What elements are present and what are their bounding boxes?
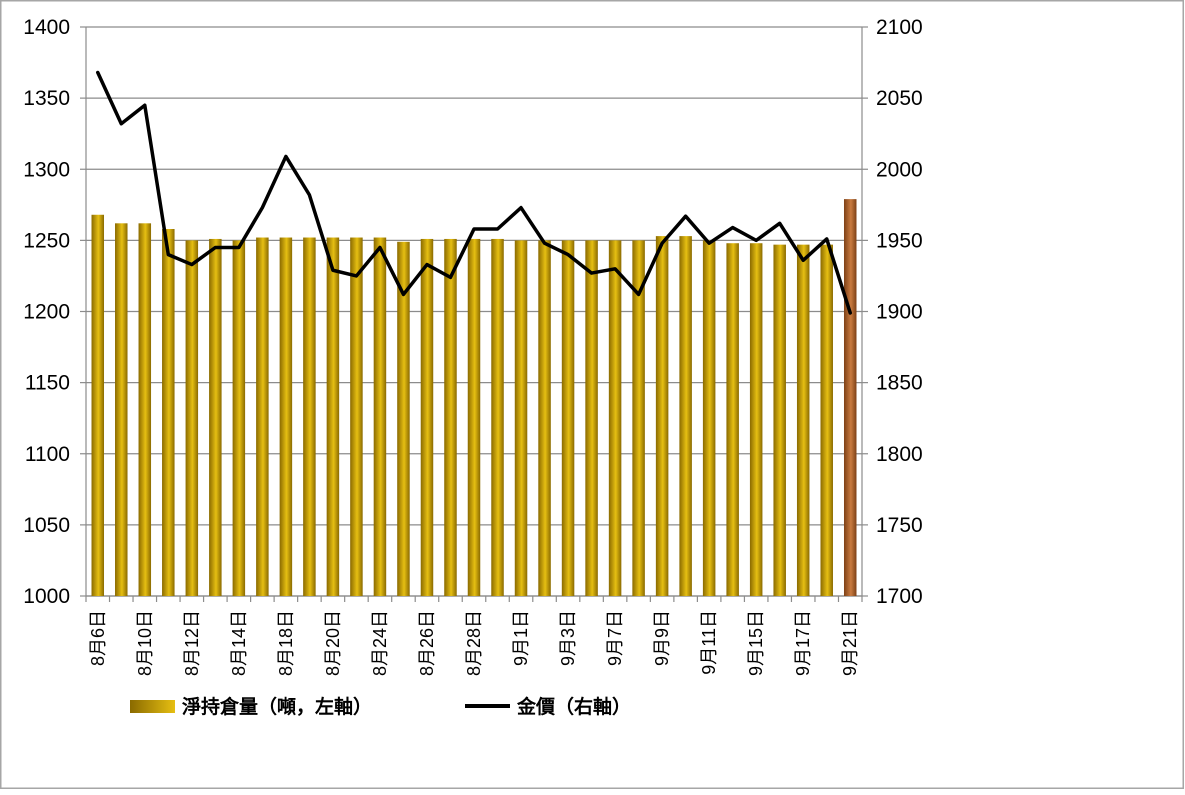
legend-item-holdings: 淨持倉量（噸，左軸） <box>130 695 372 718</box>
left-axis-tick-label: 1350 <box>23 87 70 110</box>
legend-label-holdings: 淨持倉量（噸，左軸） <box>182 695 372 718</box>
left-axis-tick-label: 1250 <box>23 229 70 252</box>
right-axis-tick-labels: 2100 2050 2000 1950 1900 1850 1800 1750 1700 <box>876 16 923 608</box>
x-axis-tick-label: 9月3日 <box>558 610 578 666</box>
holdings-bar <box>491 238 504 596</box>
holdings-bar <box>608 240 622 597</box>
holdings-bar <box>350 237 363 596</box>
legend: 淨持倉量（噸，左軸） 金價（右軸） <box>130 695 631 718</box>
holdings-bar <box>655 236 669 597</box>
holdings-bar <box>326 237 340 596</box>
holdings-bar <box>820 244 833 596</box>
x-axis-tick-label: 9月1日 <box>511 610 531 666</box>
legend-label-gold-price: 金價（右軸） <box>516 695 631 718</box>
right-axis-tick-label: 1900 <box>876 301 923 324</box>
x-axis-tick-label: 8月18日 <box>276 610 296 676</box>
left-axis-tick-label: 1050 <box>23 514 70 537</box>
holdings-bar <box>256 237 269 596</box>
right-axis-tick-label: 2000 <box>876 158 923 181</box>
x-axis-tick-label: 8月24日 <box>370 610 390 676</box>
right-axis-tick-label: 1950 <box>876 229 923 252</box>
bar-series-holdings <box>91 199 857 597</box>
legend-swatch-bar <box>130 700 175 713</box>
right-axis-tick-label: 1850 <box>876 372 923 395</box>
holdings-bar <box>397 241 410 597</box>
line-series-gold-price <box>96 70 852 315</box>
x-axis-tick-label: 9月15日 <box>746 610 766 676</box>
holdings-bar <box>796 244 810 596</box>
holdings-bar <box>303 237 316 596</box>
holdings-bar <box>373 237 387 596</box>
holdings-bar <box>420 238 434 596</box>
holdings-bar <box>209 238 222 596</box>
holdings-bar <box>632 240 645 597</box>
gold-price-line <box>96 70 852 315</box>
x-axis-tick-label: 8月10日 <box>135 610 155 676</box>
x-axis-tick-label: 8月12日 <box>182 610 202 676</box>
right-axis-tick-label: 1750 <box>876 514 923 537</box>
x-axis-tick-label: 9月7日 <box>605 610 625 666</box>
holdings-bar <box>749 243 763 596</box>
holdings-bar <box>185 240 199 597</box>
left-axis-tick-labels: 1400 1350 1300 1250 1200 1150 1100 1050 1000 <box>23 16 70 608</box>
x-axis-tick-label: 8月20日 <box>323 610 343 676</box>
holdings-bar <box>444 238 457 596</box>
holdings-bar <box>115 223 128 596</box>
x-axis-tick-label: 9月21日 <box>840 610 860 676</box>
left-axis-tick-label: 1400 <box>23 16 70 39</box>
holdings-bar <box>726 243 739 596</box>
x-axis-tick-label: 8月14日 <box>229 610 249 676</box>
holdings-bar <box>162 229 175 596</box>
holdings-bar <box>679 236 692 597</box>
left-axis-tick-label: 1000 <box>23 585 70 608</box>
holdings-bar <box>773 244 786 596</box>
left-axis-tick-label: 1150 <box>25 372 70 395</box>
holdings-bar <box>702 240 716 597</box>
x-axis-tick-label: 9月11日 <box>699 610 719 675</box>
x-axis-tick-label: 8月26日 <box>417 610 437 676</box>
x-axis-tick-label: 8月28日 <box>464 610 484 676</box>
left-axis-tick-label: 1300 <box>23 158 70 181</box>
right-axis-tick-label: 1800 <box>876 443 923 466</box>
holdings-bar <box>561 240 575 597</box>
left-axis-tick-label: 1100 <box>25 443 70 466</box>
x-axis-tick-label: 9月17日 <box>793 610 813 676</box>
holdings-bar <box>538 240 551 597</box>
right-axis-tick-label: 1700 <box>876 585 923 608</box>
x-axis-tick-labels: 8月6日 8月10日 8月12日 8月14日 8月18日 8月20日 8月24日 8月26日 8… <box>88 610 860 676</box>
holdings-bar <box>279 237 293 596</box>
holdings-bar <box>138 223 152 596</box>
right-axis-tick-label: 2050 <box>876 87 923 110</box>
left-axis-tick-label: 1200 <box>23 301 70 324</box>
holdings-bar <box>585 240 598 597</box>
legend-item-gold-price: 金價（右軸） <box>465 695 631 718</box>
x-axis-tick-label: 8月6日 <box>88 610 108 666</box>
holdings-bar <box>467 238 481 596</box>
holdings-bar <box>91 214 105 596</box>
holdings-bar <box>843 199 857 596</box>
holdings-bar <box>514 240 528 597</box>
right-axis-tick-label: 2100 <box>876 16 923 39</box>
x-axis-tick-label: 9月9日 <box>652 610 672 666</box>
holdings-bar <box>232 240 246 597</box>
